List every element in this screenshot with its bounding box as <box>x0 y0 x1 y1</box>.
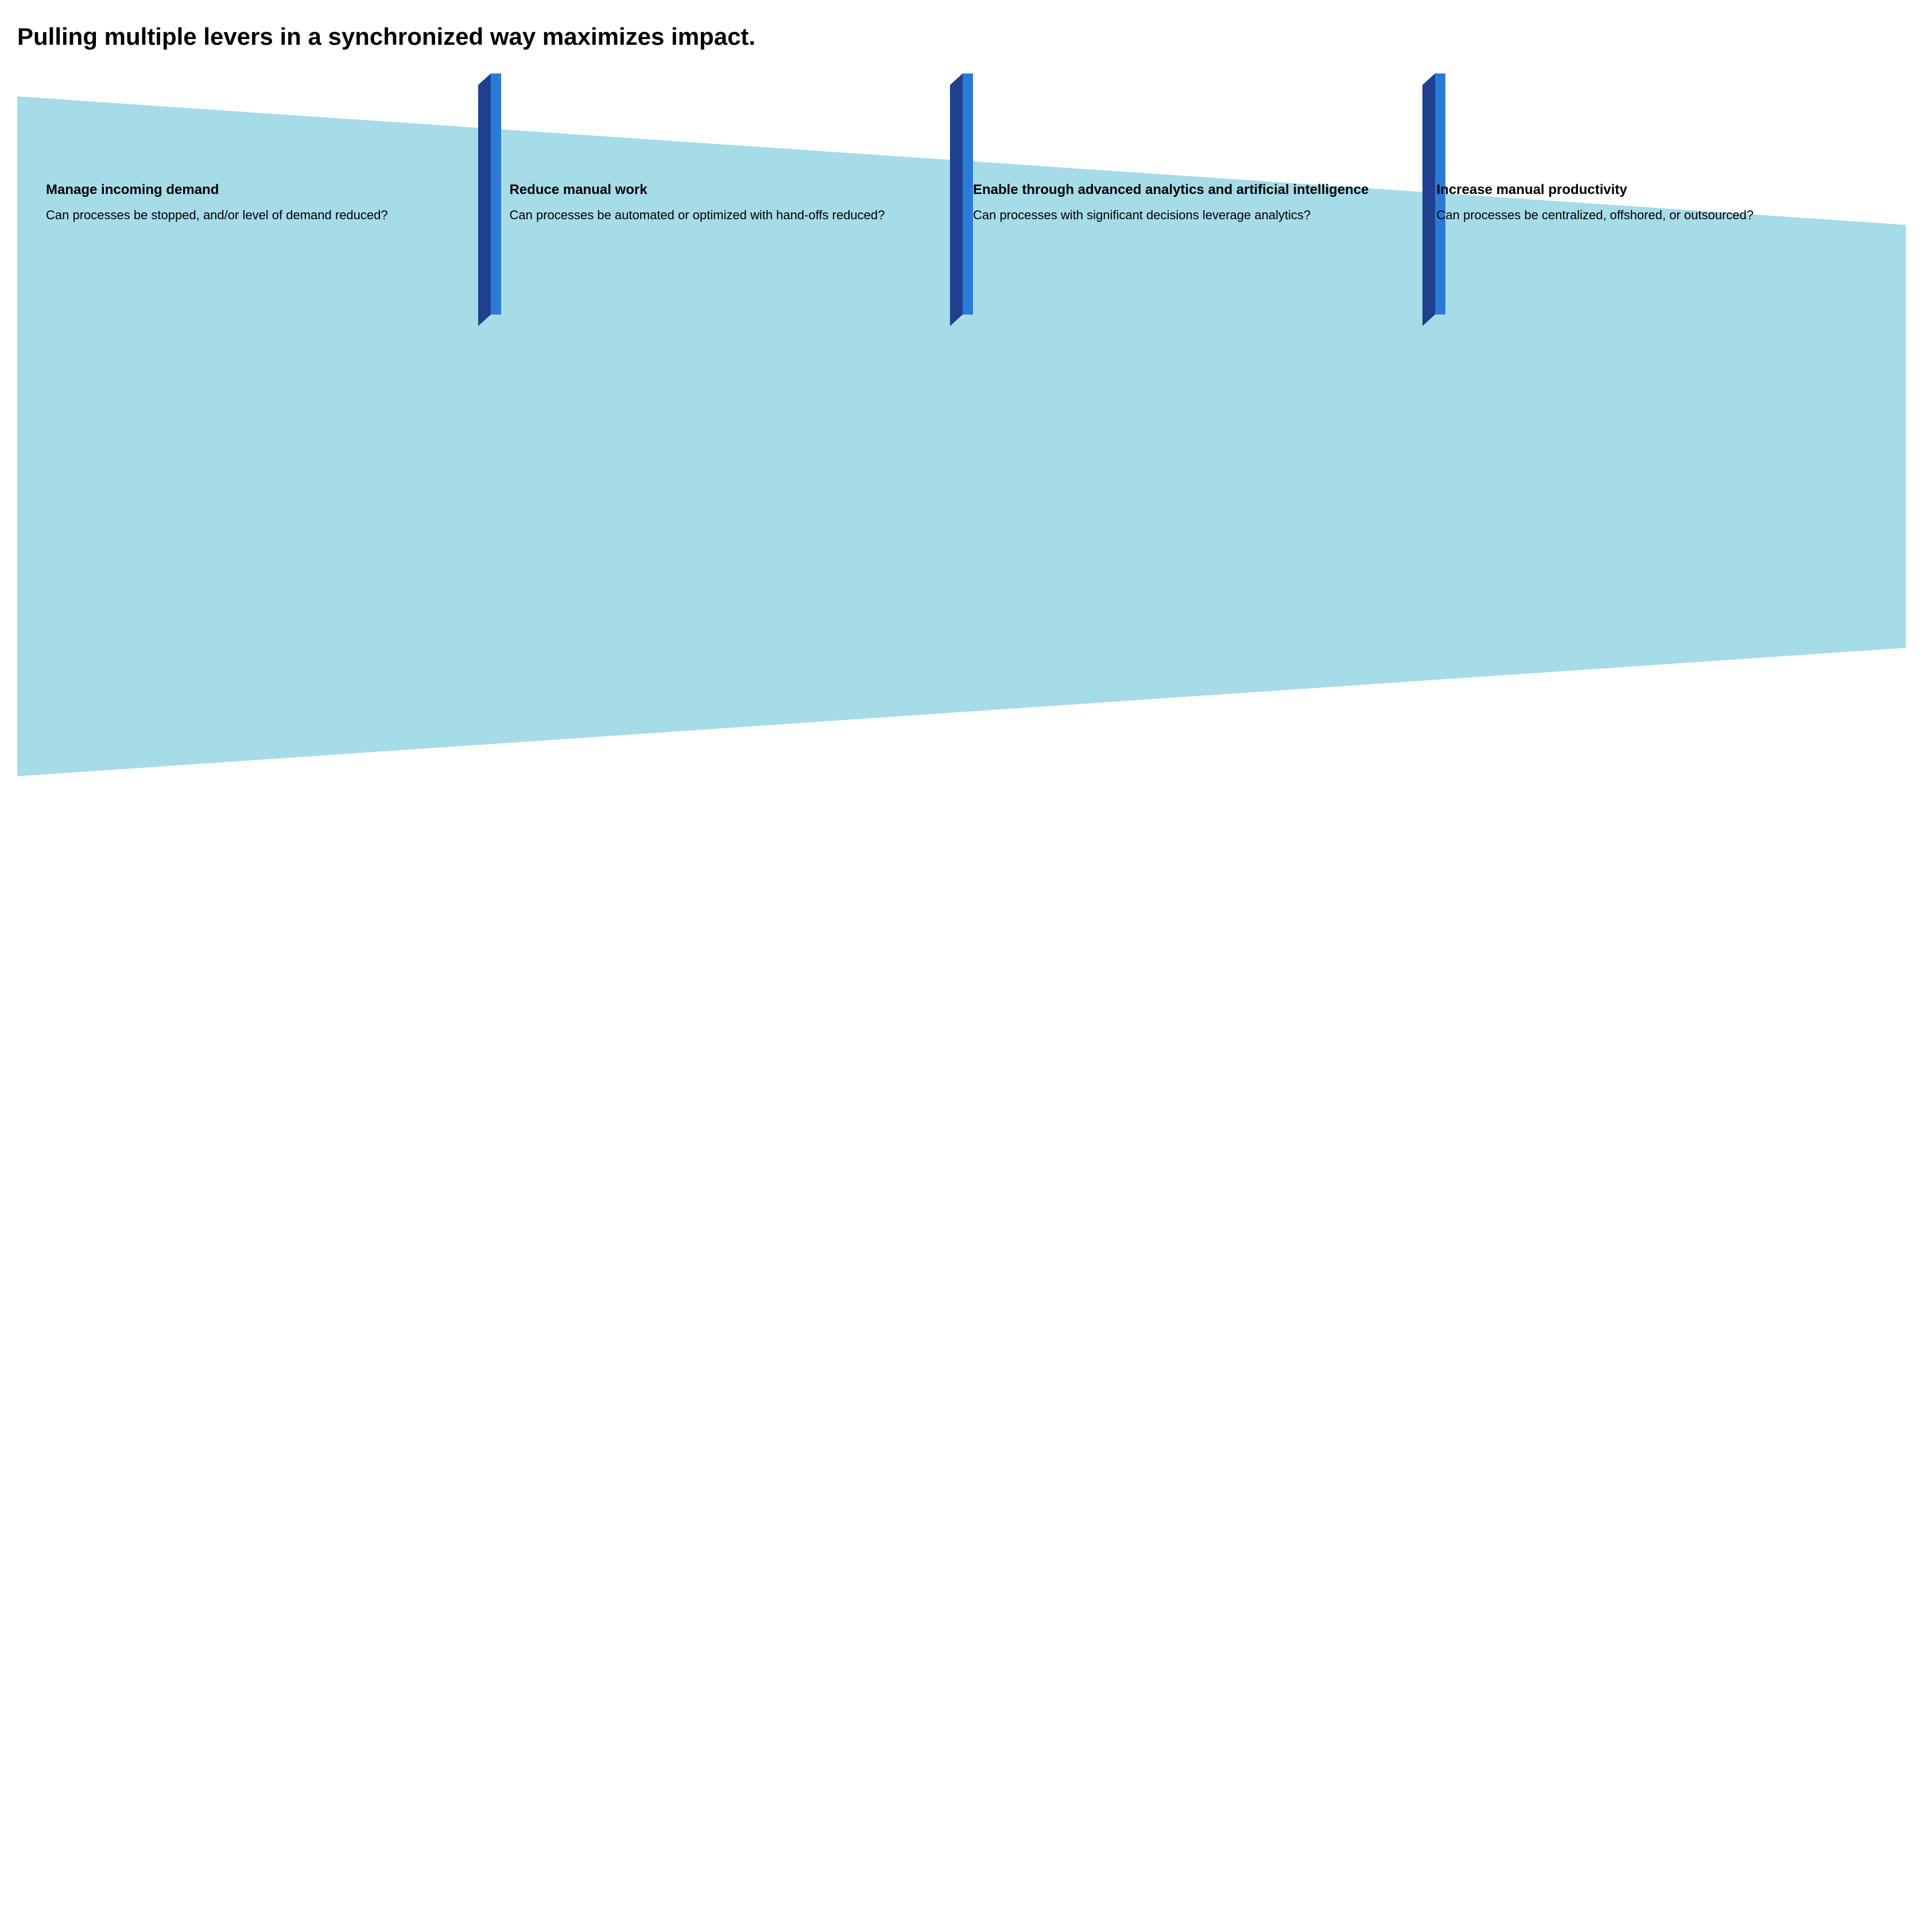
banner-text: Can processes be stopped, and/or level o… <box>46 207 481 224</box>
banner-heading: Enable through advanced analytics and ar… <box>973 181 1408 199</box>
banner-text: Can processes be centralized, offshored,… <box>1437 207 1872 224</box>
banner-col-4: Increase manual productivity Can process… <box>1425 96 1889 303</box>
banner-col-3: Enable through advanced analytics and ar… <box>962 96 1425 303</box>
banner-columns: Manage incoming demand Can processes be … <box>17 96 1906 303</box>
banner-heading: Manage incoming demand <box>46 181 481 199</box>
banner-heading: Increase manual productivity <box>1437 181 1872 199</box>
banner-col-1: Manage incoming demand Can processes be … <box>34 96 498 303</box>
banner-col-2: Reduce manual work Can processes be auto… <box>498 96 962 303</box>
banner: Manage incoming demand Can processes be … <box>17 96 1906 303</box>
banner-text: Can processes with significant decisions… <box>973 207 1408 224</box>
banner-heading: Reduce manual work <box>510 181 945 199</box>
banner-text: Can processes be automated or optimized … <box>510 207 945 224</box>
page-title: Pulling multiple levers in a synchronize… <box>17 23 1906 51</box>
